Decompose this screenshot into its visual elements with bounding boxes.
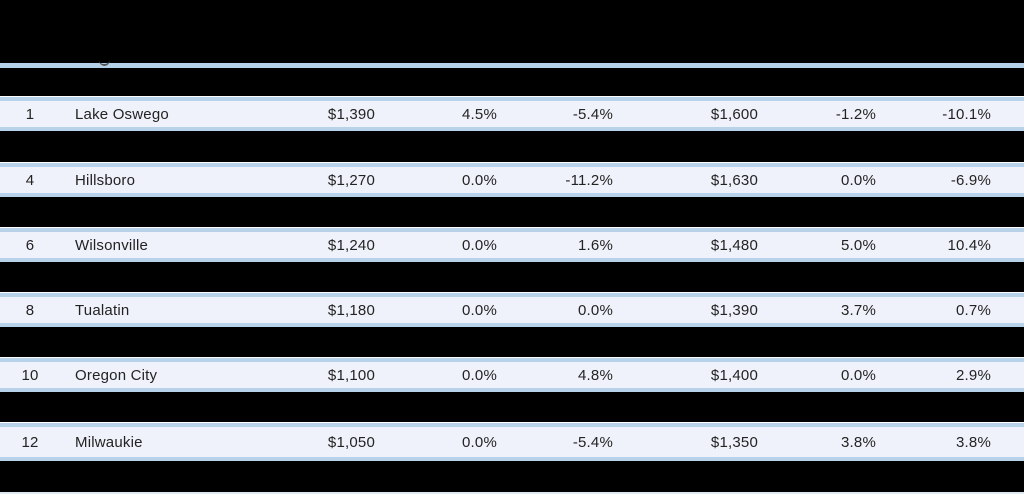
pct-a2-cell: 1.6% (578, 236, 613, 254)
table-row: 8 Tualatin $1,180 0.0% 0.0% $1,390 3.7% … (0, 293, 1024, 327)
pct-a1-cell: 0.0% (462, 366, 497, 384)
rent-b-cell: $1,390 (710, 301, 758, 319)
table-row: 4 Hillsboro $1,270 0.0% -11.2% $1,630 0.… (0, 163, 1024, 197)
rent-b-cell: $1,600 (710, 105, 758, 123)
pct-b2-cell: 10.4% (947, 236, 991, 254)
rank-cell: 6 (25, 236, 35, 254)
pct-a2-cell: -5.4% (572, 105, 613, 123)
table-row: 10 Oregon City $1,100 0.0% 4.8% $1,400 0… (0, 358, 1024, 392)
rent-a-cell: $1,050 (327, 433, 375, 451)
rent-a-cell: $1,270 (327, 171, 375, 189)
pct-a1-cell: 4.5% (462, 105, 497, 123)
table-row: 1 Lake Oswego $1,390 4.5% -5.4% $1,600 -… (0, 97, 1024, 131)
rent-a-cell: $1,180 (327, 301, 375, 319)
rent-b-cell: $1,630 (710, 171, 758, 189)
pct-a2-cell: 0.0% (578, 301, 613, 319)
pct-b1-cell: 5.0% (841, 236, 876, 254)
city-cell: Hillsboro (75, 171, 136, 189)
pct-b2-cell: 2.9% (956, 366, 991, 384)
rent-b-cell: $1,480 (710, 236, 758, 254)
pct-b2-cell: 0.7% (956, 301, 991, 319)
pct-a1-cell: 0.0% (462, 236, 497, 254)
pct-b1-cell: -1.2% (835, 105, 876, 123)
city-cell: Tualatin (75, 301, 130, 319)
rent-b-cell: $1,400 (710, 366, 758, 384)
table-row: 6 Wilsonville $1,240 0.0% 1.6% $1,480 5.… (0, 228, 1024, 262)
city-cell: Oregon City (75, 366, 158, 384)
city-cell: Wilsonville (75, 236, 149, 254)
pct-b2-cell: -10.1% (942, 105, 991, 123)
pct-b2-cell: -6.9% (950, 171, 991, 189)
pct-a1-cell: 0.0% (462, 171, 497, 189)
pct-b1-cell: 0.0% (841, 366, 876, 384)
pct-b1-cell: 3.7% (841, 301, 876, 319)
bottom-edge-strip (0, 492, 1024, 494)
table-row: 12 Milwaukie $1,050 0.0% -5.4% $1,350 3.… (0, 423, 1024, 461)
city-cell: Lake Oswego (75, 105, 169, 123)
pct-b1-cell: 0.0% (841, 171, 876, 189)
pct-a1-cell: 0.0% (462, 433, 497, 451)
rent-a-cell: $1,390 (327, 105, 375, 123)
rent-b-cell: $1,350 (710, 433, 758, 451)
city-cell: Milwaukie (75, 433, 143, 451)
header-divider-line (0, 63, 1024, 68)
rank-cell: 12 (21, 433, 39, 451)
pct-a2-cell: -11.2% (565, 171, 613, 189)
pct-a2-cell: -5.4% (572, 433, 613, 451)
pct-b1-cell: 3.8% (841, 433, 876, 451)
rank-cell: 10 (21, 366, 39, 384)
rank-cell: 1 (25, 105, 35, 123)
pct-a1-cell: 0.0% (462, 301, 497, 319)
rank-cell: 8 (25, 301, 35, 319)
pct-a2-cell: 4.8% (578, 366, 613, 384)
rank-cell: 4 (25, 171, 35, 189)
pct-b2-cell: 3.8% (956, 433, 991, 451)
rent-a-cell: $1,100 (327, 366, 375, 384)
rent-a-cell: $1,240 (327, 236, 375, 254)
